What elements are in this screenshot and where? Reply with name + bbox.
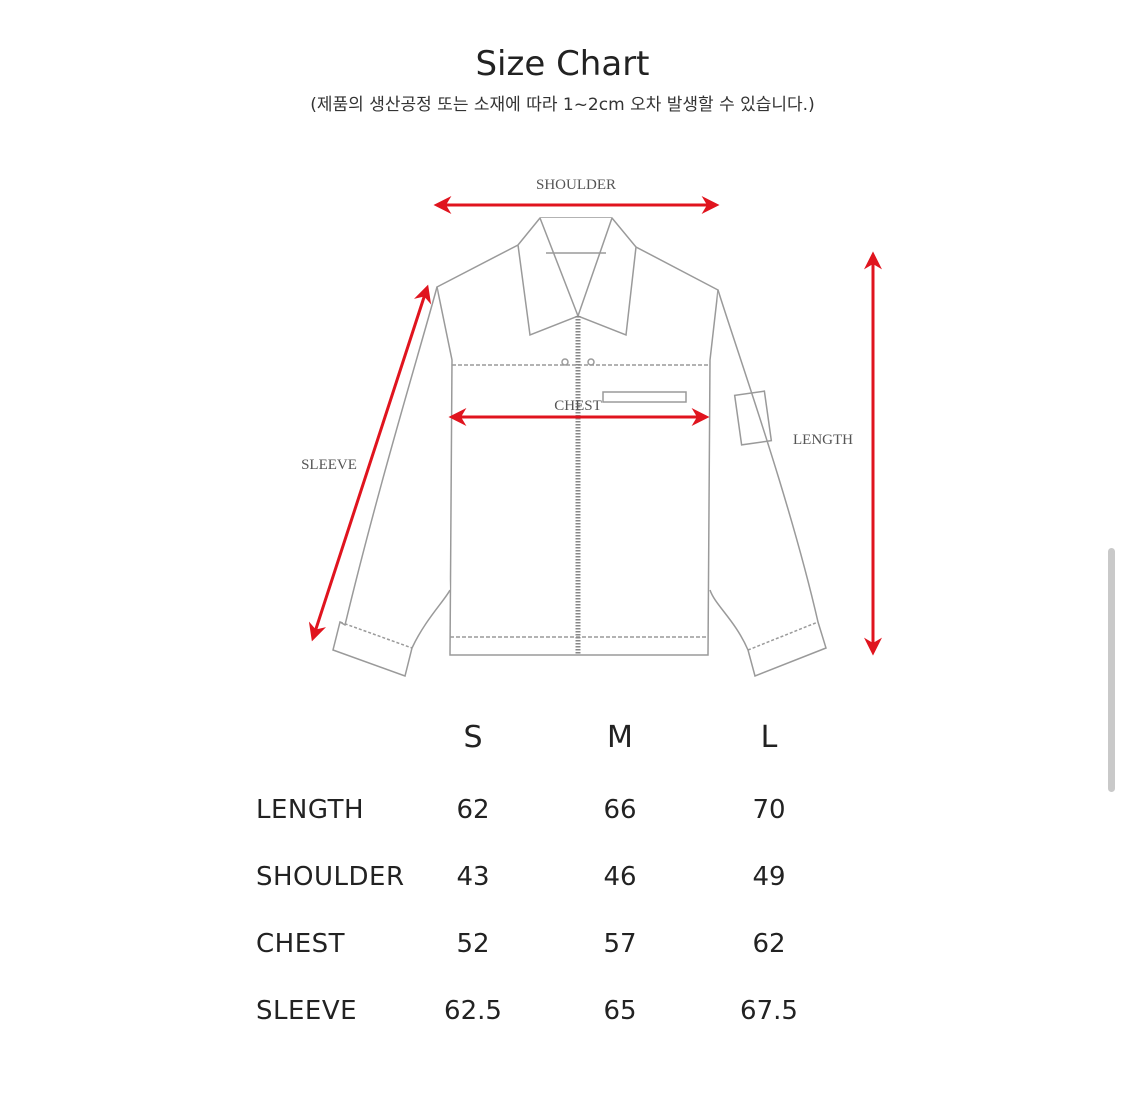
- row-label-shoulder: SHOULDER: [256, 862, 405, 892]
- page-title: Size Chart: [475, 44, 650, 84]
- size-header-m: M: [607, 720, 633, 755]
- right-sleeve: [709, 289, 827, 678]
- chest-label: CHEST: [554, 398, 602, 414]
- shoulder-label: SHOULDER: [536, 177, 616, 193]
- table-cell: 43: [456, 862, 490, 892]
- table-cell: 62: [752, 929, 786, 959]
- sleeve-label: SLEEVE: [301, 457, 357, 473]
- chest-pocket: [602, 391, 687, 403]
- length-label: LENGTH: [793, 432, 853, 448]
- size-header-l: L: [760, 720, 778, 755]
- table-cell: 67.5: [740, 996, 798, 1026]
- subtitle: (제품의 생산공정 또는 소재에 따라 1~2cm 오차 발생할 수 있습니다.…: [310, 95, 815, 115]
- jacket-illustration: [332, 217, 827, 678]
- table-cell: 66: [603, 795, 637, 825]
- arm-patch: [733, 390, 773, 446]
- row-label-length: LENGTH: [256, 795, 365, 825]
- sleeve-arrow: [308, 284, 432, 642]
- table-cell: 62: [456, 795, 490, 825]
- table-cell: 62.5: [444, 996, 502, 1026]
- measurement-arrows: [308, 196, 882, 656]
- table-cell: 46: [603, 862, 637, 892]
- table-cell: 52: [456, 929, 490, 959]
- jacket-diagram: SHOULDER CHEST LENGTH SLEEVE: [301, 177, 882, 678]
- left-sleeve: [332, 286, 451, 677]
- row-label-chest: CHEST: [256, 929, 346, 959]
- table-cell: 70: [752, 795, 786, 825]
- size-header-s: S: [463, 720, 483, 755]
- table-cell: 57: [603, 929, 637, 959]
- table-cell: 65: [603, 996, 637, 1026]
- table-cell: 49: [752, 862, 786, 892]
- collar: [517, 217, 637, 337]
- row-label-sleeve: SLEEVE: [256, 996, 358, 1026]
- scrollbar[interactable]: [1108, 548, 1115, 792]
